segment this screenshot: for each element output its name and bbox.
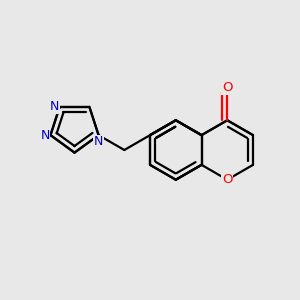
Text: N: N (40, 129, 50, 142)
Text: O: O (222, 81, 232, 94)
Text: N: N (94, 135, 103, 148)
Text: N: N (50, 100, 59, 113)
Text: O: O (222, 173, 232, 186)
